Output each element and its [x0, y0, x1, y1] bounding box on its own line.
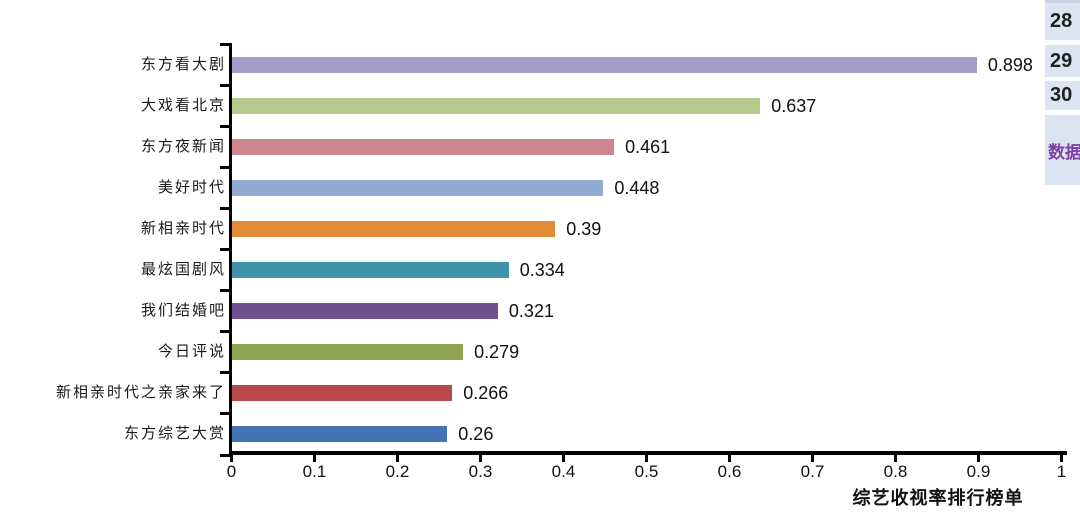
value-label: 0.637	[771, 95, 817, 116]
y-axis-tick	[220, 330, 232, 334]
x-axis-tick	[313, 455, 316, 462]
x-axis-tick-label: 1	[1056, 462, 1067, 481]
value-label: 0.321	[508, 301, 554, 322]
x-axis-tick	[479, 455, 482, 462]
category-label: 东方夜新闻	[140, 138, 226, 155]
x-axis-tick-label: 0.7	[800, 462, 825, 481]
value-label: 0.334	[519, 260, 565, 281]
category-label: 东方综艺大赏	[123, 426, 226, 443]
category-label: 新相亲时代	[140, 220, 226, 237]
bar	[231, 220, 556, 237]
y-axis-tick	[220, 371, 232, 375]
x-axis-tick-label: 0.4	[551, 462, 576, 481]
category-label: 最炫国剧风	[140, 262, 226, 279]
y-axis-tick	[220, 83, 232, 87]
x-axis-tick	[977, 455, 980, 462]
value-label: 0.26	[458, 424, 494, 445]
x-axis-tick-label: 0.8	[883, 462, 908, 481]
sidebar-row-number: 28	[1050, 10, 1073, 32]
category-label: 大戏看北京	[140, 97, 226, 114]
value-label: 0.448	[614, 177, 660, 198]
value-label: 0.279	[474, 342, 520, 363]
sidebar-row-28: 28	[1045, 3, 1080, 40]
bar	[231, 344, 464, 361]
y-axis-tick	[220, 165, 232, 169]
x-axis-tick-label: 0.5	[634, 462, 659, 481]
sidebar-row-number: 29	[1050, 49, 1073, 72]
category-label: 我们结婚吧	[140, 303, 226, 320]
x-axis-tick	[562, 455, 565, 462]
sidebar-row-30: 30	[1045, 81, 1080, 110]
x-axis-tick-label: 0.3	[468, 462, 493, 481]
y-axis-tick	[220, 248, 232, 251]
x-axis-tick-label: 0.1	[302, 462, 327, 481]
y-axis-tick	[220, 42, 232, 46]
x-axis-title: 综艺收视率排行榜单	[852, 488, 1024, 508]
data-link-text[interactable]: 数据	[1048, 142, 1080, 162]
x-axis-tick	[396, 455, 399, 462]
x-axis-tick	[1060, 455, 1063, 462]
value-label: 0.39	[566, 218, 602, 239]
category-label: 东方看大剧	[140, 56, 226, 73]
y-axis-tick	[220, 124, 232, 128]
bar	[231, 56, 977, 73]
y-axis-tick	[220, 289, 232, 293]
value-label: 0.898	[987, 54, 1033, 75]
x-axis-tick	[645, 455, 648, 462]
x-axis-tick-label: 0	[226, 462, 237, 481]
bar	[231, 97, 761, 114]
bar	[231, 303, 498, 320]
y-axis-tick	[220, 206, 232, 210]
x-axis-line	[229, 451, 1067, 455]
category-label: 新相亲时代之亲家来了	[55, 385, 226, 402]
sidebar-row-29: 29	[1045, 45, 1080, 77]
y-axis-tick	[220, 412, 232, 416]
sidebar-panel-edge	[1045, 0, 1080, 3]
x-axis-tick-label: 0.2	[385, 462, 410, 481]
x-axis-tick-label: 0.6	[717, 462, 742, 481]
x-axis-tick-label: 0.9	[966, 462, 991, 481]
value-label: 0.461	[625, 136, 671, 157]
y-axis-tick	[220, 453, 232, 457]
x-axis-tick	[811, 455, 814, 462]
bar	[231, 385, 453, 402]
x-axis-tick	[894, 455, 897, 462]
x-axis-tick	[728, 455, 731, 462]
x-axis-tick	[230, 455, 233, 462]
bar	[231, 138, 615, 155]
sidebar-row-data-link[interactable]: 数据	[1045, 115, 1080, 185]
bar	[231, 426, 448, 443]
bar	[231, 179, 604, 196]
bar	[231, 262, 509, 279]
value-label: 0.266	[463, 383, 509, 404]
category-label: 今日评说	[157, 344, 226, 361]
sidebar-row-number: 30	[1050, 84, 1073, 106]
category-label: 美好时代	[157, 179, 226, 196]
